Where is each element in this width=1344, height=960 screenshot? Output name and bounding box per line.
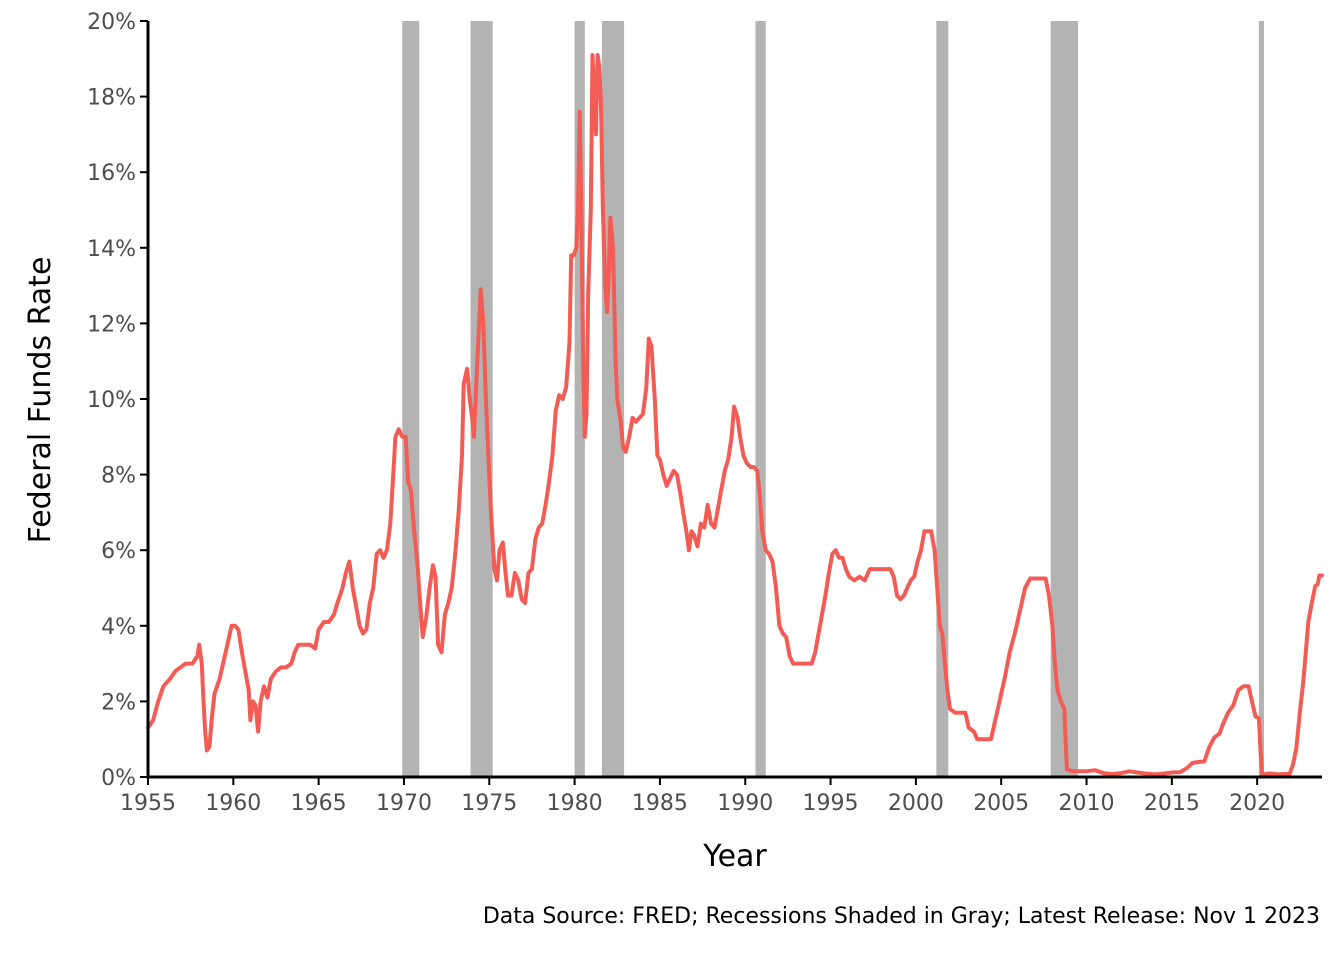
recession-band-2 <box>574 21 585 777</box>
x-tick-label-4: 1975 <box>461 791 517 816</box>
y-tick-label-8: 16% <box>87 161 136 186</box>
x-tick-label-1: 1960 <box>205 791 261 816</box>
series-line-0 <box>146 53 1324 778</box>
recession-bands <box>402 21 1264 777</box>
x-tick-label-3: 1970 <box>376 791 432 816</box>
y-tick-label-9: 18% <box>87 86 136 111</box>
x-tick-label-13: 2020 <box>1229 791 1285 816</box>
x-tick-label-8: 1995 <box>803 791 859 816</box>
x-tick-label-12: 2015 <box>1144 791 1200 816</box>
recession-band-4 <box>755 21 766 777</box>
y-tick-label-6: 12% <box>87 312 136 337</box>
x-tick-label-0: 1955 <box>120 791 176 816</box>
y-tick-label-1: 2% <box>101 690 136 715</box>
y-tick-label-0: 0% <box>101 766 136 791</box>
x-tick-label-6: 1985 <box>632 791 688 816</box>
x-tick-label-9: 2000 <box>888 791 944 816</box>
recession-band-0 <box>402 21 420 777</box>
recession-band-7 <box>1258 21 1264 777</box>
data-source-caption: Data Source: FRED; Recessions Shaded in … <box>483 904 1320 929</box>
recession-band-1 <box>470 21 493 777</box>
tick-group: 1955 1960 1965 1970 1975 1980 1985 1990 1995 2000… <box>87 10 1285 816</box>
axes <box>146 21 1322 779</box>
series-group <box>146 53 1324 778</box>
y-tick-label-2: 4% <box>101 615 136 640</box>
x-tick-label-11: 2010 <box>1059 791 1115 816</box>
recession-band-3 <box>601 21 625 777</box>
y-axis-title: Federal Funds Rate <box>23 257 58 544</box>
x-tick-label-7: 1990 <box>717 791 773 816</box>
y-tick-label-5: 10% <box>87 388 136 413</box>
x-tick-label-5: 1980 <box>547 791 603 816</box>
y-tick-label-3: 6% <box>101 539 136 564</box>
y-tick-label-10: 20% <box>87 10 136 35</box>
x-axis-title: Year <box>702 839 767 874</box>
recession-band-5 <box>936 21 949 777</box>
y-tick-label-4: 8% <box>101 464 136 489</box>
y-tick-label-7: 14% <box>87 237 136 262</box>
x-tick-label-2: 1965 <box>291 791 347 816</box>
x-tick-label-10: 2005 <box>973 791 1029 816</box>
